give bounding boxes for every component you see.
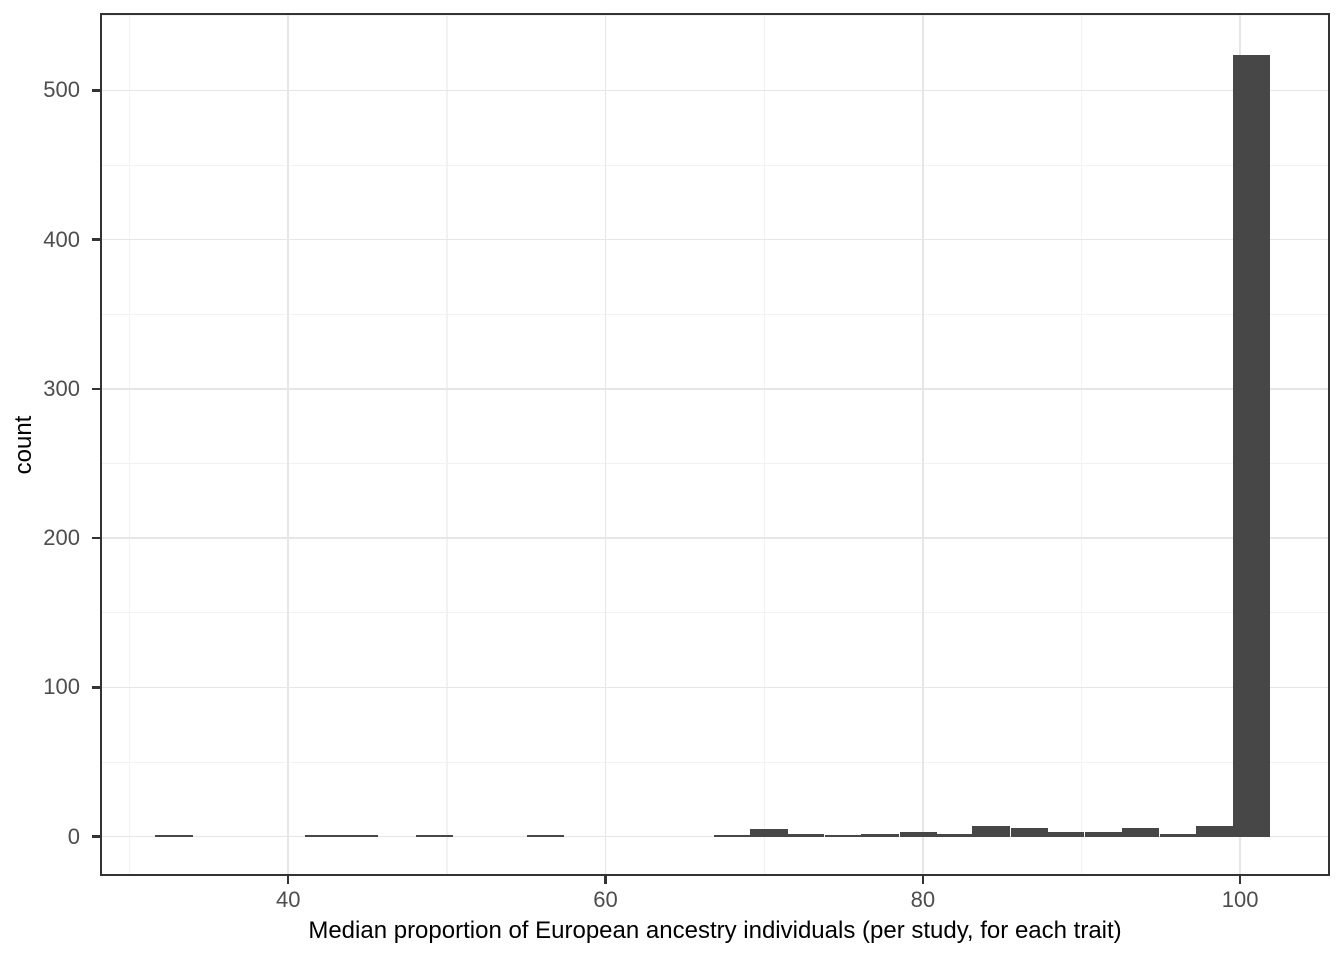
histogram-bar	[155, 835, 193, 837]
y-minor-gridline	[101, 761, 1329, 763]
y-tick-label: 500	[43, 77, 80, 103]
histogram-bar	[713, 835, 751, 837]
histogram-bar	[936, 833, 974, 837]
histogram-bar	[899, 832, 937, 837]
x-major-gridline	[287, 14, 289, 875]
y-minor-gridline	[101, 313, 1329, 315]
y-major-gridline	[101, 238, 1329, 241]
y-major-gridline	[101, 89, 1329, 92]
y-minor-gridline	[101, 463, 1329, 465]
x-axis-title: Median proportion of European ancestry i…	[308, 917, 1122, 944]
histogram-bar	[304, 835, 342, 837]
y-major-gridline	[101, 686, 1329, 689]
y-tick-label: 300	[43, 375, 80, 401]
x-major-gridline	[922, 14, 924, 875]
histogram-bar	[824, 835, 863, 837]
x-minor-gridline	[763, 14, 765, 875]
x-tick-mark	[921, 876, 925, 884]
histogram-bar	[1232, 54, 1270, 837]
x-tick-mark	[604, 876, 607, 884]
plot-panel	[101, 14, 1329, 875]
y-tick-mark	[92, 238, 100, 241]
x-major-gridline	[604, 14, 607, 875]
histogram-bar	[1047, 832, 1085, 837]
y-major-gridline	[101, 388, 1329, 390]
histogram-bar	[972, 826, 1010, 837]
y-tick-label: 200	[43, 525, 80, 551]
x-minor-gridline	[1080, 14, 1083, 875]
y-tick-mark	[92, 686, 100, 689]
histogram-bar	[1085, 832, 1123, 837]
histogram-bar	[526, 835, 564, 837]
y-tick-mark	[92, 89, 100, 92]
y-tick-label: 100	[43, 674, 80, 700]
histogram-bar	[341, 835, 379, 837]
histogram-bar	[786, 833, 824, 837]
y-major-gridline	[101, 537, 1329, 539]
y-tick-mark	[92, 835, 100, 838]
y-tick-label: 400	[43, 226, 80, 252]
x-tick-mark	[1238, 876, 1242, 884]
histogram-bar	[1159, 833, 1197, 837]
x-tick-label: 80	[910, 887, 936, 912]
y-tick-label: 0	[67, 823, 80, 849]
histogram-bar	[750, 829, 788, 837]
y-axis-title: count	[10, 415, 37, 474]
x-tick-mark	[287, 876, 290, 884]
y-minor-gridline	[101, 612, 1329, 614]
histogram-bar	[1196, 826, 1234, 837]
x-tick-label: 40	[275, 887, 301, 912]
y-minor-gridline	[101, 164, 1329, 166]
y-major-gridline	[101, 835, 1329, 838]
y-tick-mark	[92, 536, 100, 540]
x-tick-label: 60	[593, 887, 618, 912]
histogram-bar	[861, 833, 899, 837]
histogram-bar	[415, 835, 453, 837]
x-tick-label: 100	[1221, 887, 1259, 912]
y-tick-mark	[92, 387, 100, 391]
y-minor-gridline	[101, 15, 1329, 17]
x-minor-gridline	[129, 14, 131, 875]
histogram-bar	[1010, 827, 1048, 837]
histogram-bar	[1121, 827, 1159, 837]
x-minor-gridline	[446, 14, 448, 875]
